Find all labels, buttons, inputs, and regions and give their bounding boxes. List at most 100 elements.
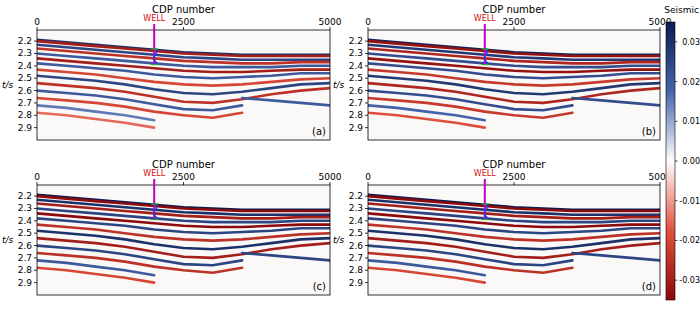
- y-tick-label: 2.8: [18, 110, 33, 120]
- y-tick-label: 2.2: [18, 191, 32, 201]
- x-tick-label: 0: [365, 172, 371, 182]
- panel: 0250050002.22.32.42.52.62.72.82.9CDP num…: [2, 4, 342, 140]
- colorbar-tick-label: 0.01: [682, 117, 700, 126]
- y-tick-label: 2.2: [349, 191, 363, 201]
- well-log: [484, 49, 487, 65]
- plot-background: [37, 185, 330, 295]
- horizon: [368, 58, 660, 72]
- y-tick: [365, 78, 368, 79]
- well-marker: [151, 219, 158, 220]
- y-tick-label: 2.7: [18, 253, 32, 263]
- well-marker: [151, 64, 158, 65]
- horizons: [37, 40, 330, 128]
- y-tick: [365, 196, 368, 197]
- horizon: [368, 70, 660, 86]
- y-tick-label: 2.7: [349, 253, 363, 263]
- colorbar-label: Seismic: [664, 5, 699, 15]
- well-marker: [482, 219, 489, 220]
- x-tick: [183, 27, 184, 30]
- y-tick: [365, 270, 368, 271]
- y-tick: [34, 41, 37, 42]
- horizon: [37, 113, 154, 128]
- y-tick: [34, 220, 37, 221]
- y-tick: [34, 245, 37, 246]
- y-tick-label: 2.7: [18, 98, 32, 108]
- y-tick: [365, 102, 368, 103]
- y-tick-label: 2.4: [18, 216, 33, 226]
- panel-label: (a): [312, 126, 326, 137]
- x-tick: [514, 182, 515, 185]
- colorbar-tick-label: 0.03: [682, 38, 700, 47]
- colorbar-tick: [675, 161, 678, 162]
- y-tick-label: 2.6: [18, 86, 33, 96]
- well-marker: [151, 203, 158, 204]
- y-tick-label: 2.9: [349, 278, 364, 288]
- y-tick-label: 2.4: [349, 61, 364, 71]
- well-label: WELL: [143, 169, 165, 178]
- horizon: [37, 63, 330, 78]
- y-tick-label: 2.4: [349, 216, 364, 226]
- colorbar-tick: [675, 81, 678, 82]
- y-tick: [365, 90, 368, 91]
- plot-frame: [37, 30, 330, 140]
- plot-frame: [368, 30, 660, 140]
- horizon: [368, 113, 485, 128]
- colorbar-tick: [675, 121, 678, 122]
- horizon: [368, 54, 660, 68]
- x-tick-label: 5000: [319, 17, 342, 27]
- y-tick-label: 2.5: [18, 73, 32, 83]
- y-tick: [34, 53, 37, 54]
- x-tick-label: 2500: [172, 172, 195, 182]
- y-axis-label: t/s: [2, 80, 14, 90]
- well-log: [154, 204, 157, 220]
- colorbar-tick: [675, 41, 678, 42]
- well-marker: [482, 64, 489, 65]
- y-tick: [365, 282, 368, 283]
- y-tick: [34, 115, 37, 116]
- y-tick: [365, 53, 368, 54]
- y-tick-label: 2.3: [18, 48, 32, 58]
- well-log: [154, 49, 157, 65]
- y-tick: [34, 208, 37, 209]
- x-tick: [183, 182, 184, 185]
- y-axis-label: t/s: [2, 235, 14, 245]
- x-tick: [514, 27, 515, 30]
- panel-label: (b): [642, 126, 656, 137]
- well-marker: [482, 48, 489, 49]
- y-tick: [365, 65, 368, 66]
- panel: 0250050002.22.32.42.52.62.72.82.9CDP num…: [333, 159, 672, 295]
- y-tick-label: 2.5: [18, 228, 32, 238]
- horizon: [37, 218, 330, 233]
- y-tick-label: 2.3: [349, 48, 363, 58]
- y-tick: [34, 127, 37, 128]
- y-tick: [365, 127, 368, 128]
- horizon: [37, 209, 330, 223]
- colorbar-tick-label: -0.03: [679, 276, 700, 285]
- horizon: [368, 63, 660, 78]
- x-tick: [660, 27, 661, 30]
- y-tick-label: 2.3: [18, 203, 32, 213]
- horizon: [37, 213, 330, 227]
- plot-background: [368, 30, 660, 140]
- colorbar-tick: [675, 280, 678, 281]
- y-tick-label: 2.7: [349, 98, 363, 108]
- y-tick-label: 2.2: [18, 36, 32, 46]
- y-tick: [34, 90, 37, 91]
- horizon: [368, 218, 660, 233]
- y-tick-label: 2.6: [349, 241, 364, 251]
- panel: 0250050002.22.32.42.52.62.72.82.9CDP num…: [2, 159, 342, 295]
- x-tick-label: 5000: [319, 172, 342, 182]
- x-tick: [330, 182, 331, 185]
- y-tick-label: 2.8: [349, 110, 364, 120]
- y-tick-label: 2.6: [349, 86, 364, 96]
- x-tick: [660, 182, 661, 185]
- y-tick-label: 2.5: [349, 228, 363, 238]
- horizon: [368, 225, 660, 241]
- x-tick: [368, 182, 369, 185]
- y-tick-label: 2.9: [18, 123, 33, 133]
- y-tick-label: 2.3: [349, 203, 363, 213]
- well-label: WELL: [474, 14, 496, 23]
- well-label: WELL: [143, 14, 165, 23]
- x-tick-label: 0: [34, 172, 40, 182]
- y-tick: [34, 196, 37, 197]
